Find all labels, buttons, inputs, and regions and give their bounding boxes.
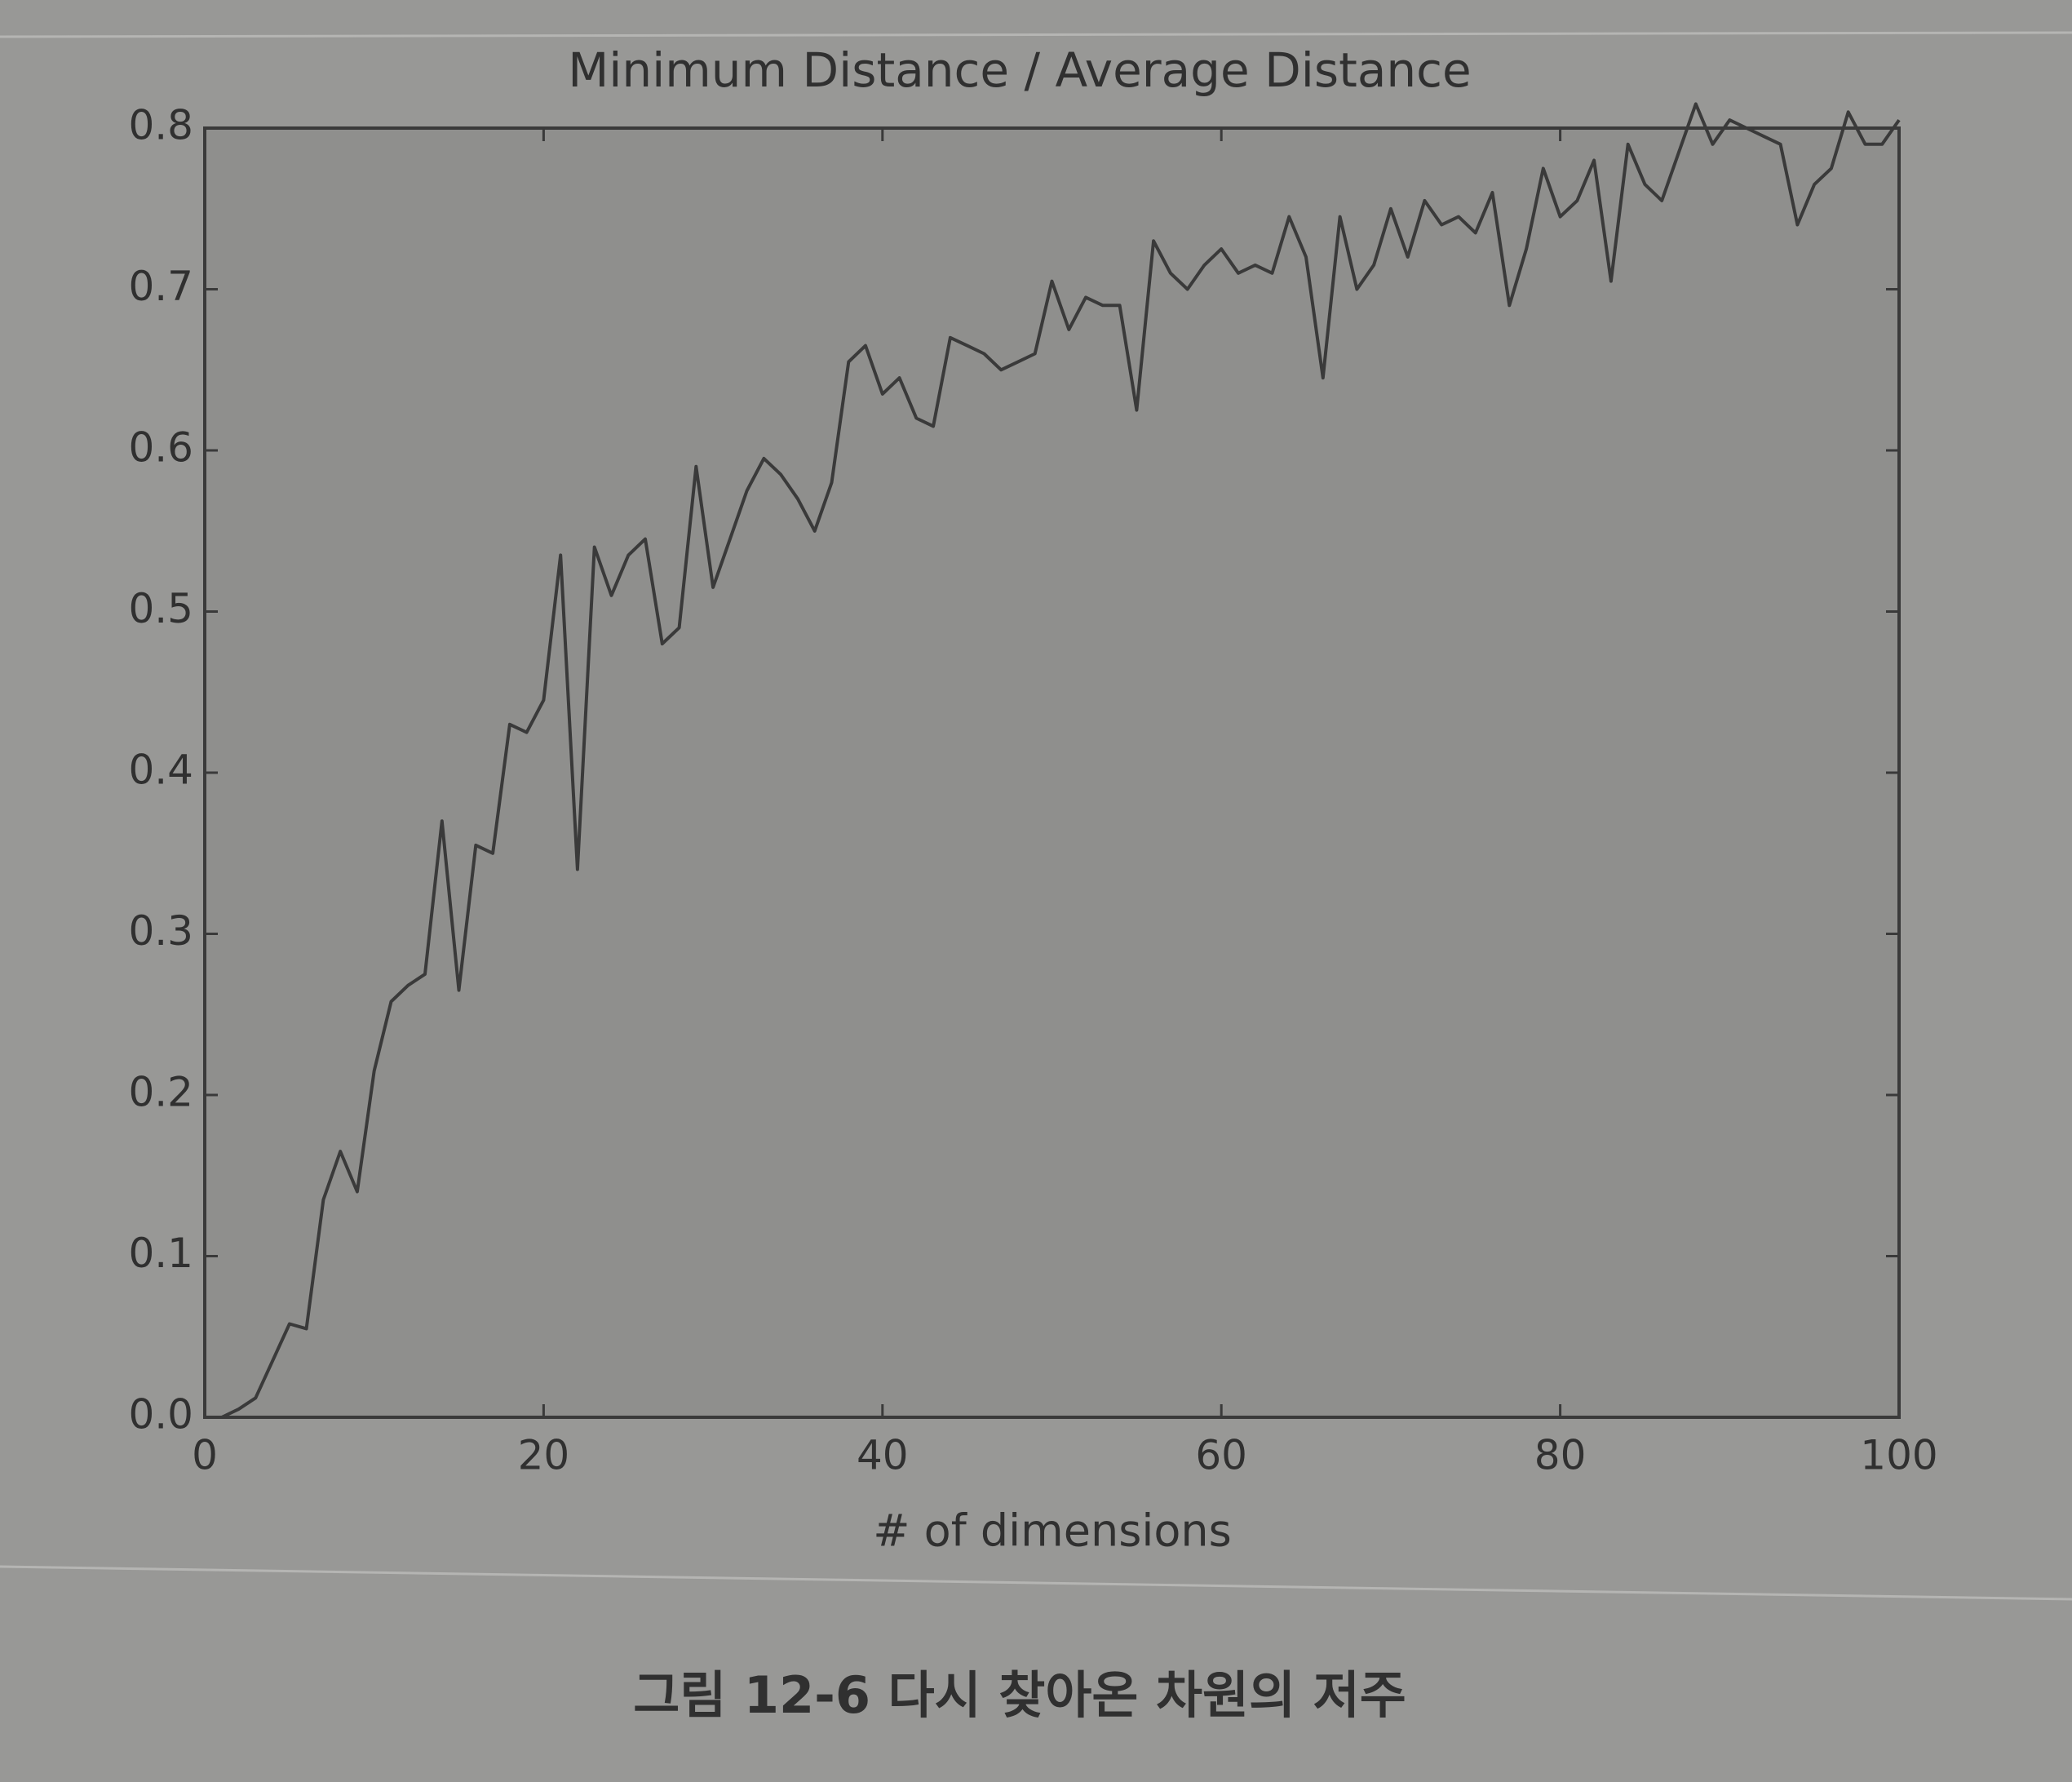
x-tick-label: 40 [857, 1432, 909, 1479]
x-tick-label: 100 [1860, 1432, 1937, 1479]
x-tick-label: 60 [1195, 1432, 1247, 1479]
x-tick-label: 20 [518, 1432, 570, 1479]
chart-title: Minimum Distance / Average Distance [568, 42, 1471, 98]
plot-frame [203, 126, 1901, 1419]
y-tick-label: 0.0 [128, 1391, 193, 1438]
y-tick-label: 0.6 [128, 424, 193, 472]
page-rule [0, 31, 2072, 38]
y-tick-label: 0.7 [128, 263, 193, 310]
y-tick-label: 0.2 [128, 1069, 193, 1116]
y-tick-label: 0.3 [128, 907, 193, 955]
data-line [220, 102, 1901, 1419]
page-rule [0, 1565, 2072, 1601]
y-tick-label: 0.5 [128, 585, 193, 632]
x-tick-label: 80 [1534, 1432, 1587, 1479]
x-axis-label: # of dimensions [873, 1505, 1232, 1557]
caption: 그림 12-6 다시 찾아온 차원의 저주 [633, 1665, 1406, 1725]
x-tick-label: 0 [192, 1432, 218, 1479]
y-tick-label: 0.4 [128, 747, 193, 794]
y-tick-label: 0.1 [128, 1230, 193, 1277]
y-tick-label: 0.8 [128, 102, 193, 149]
